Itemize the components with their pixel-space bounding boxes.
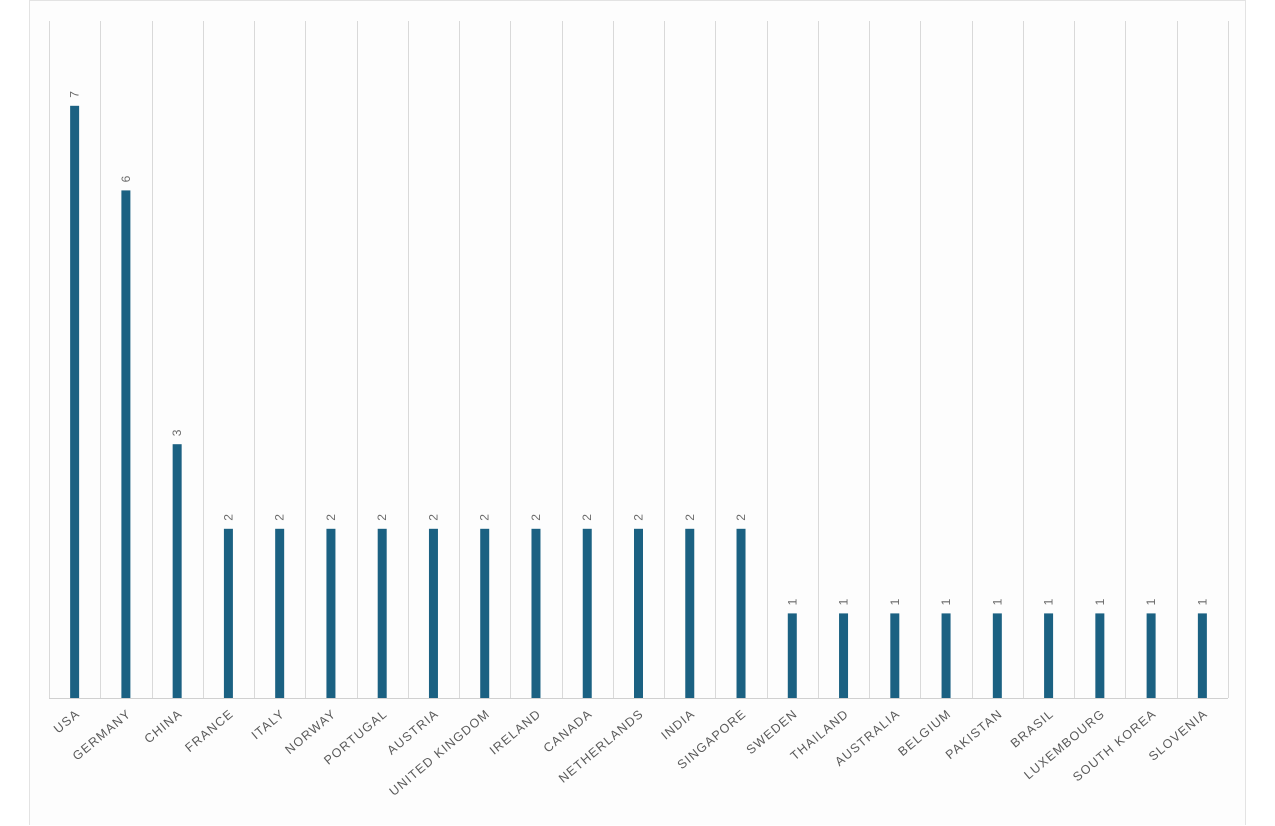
x-tick-label: INDIA bbox=[659, 707, 698, 743]
data-label: 2 bbox=[324, 513, 338, 521]
bar-south-korea bbox=[1146, 613, 1156, 698]
data-label: 2 bbox=[580, 513, 594, 521]
bar-sweden bbox=[787, 613, 797, 698]
bar-france bbox=[223, 528, 233, 698]
data-label: 1 bbox=[1093, 598, 1107, 606]
bar-canada bbox=[582, 528, 592, 698]
x-tick-label: UNITED KINGDOM bbox=[387, 707, 493, 799]
bar-belgium bbox=[941, 613, 951, 698]
data-label: 1 bbox=[1144, 598, 1158, 606]
data-label: 1 bbox=[785, 598, 799, 606]
data-label: 1 bbox=[1042, 598, 1056, 606]
data-label: 1 bbox=[939, 598, 953, 606]
data-label: 2 bbox=[734, 513, 748, 521]
bar-brasil bbox=[1044, 613, 1054, 698]
data-label: 2 bbox=[478, 513, 492, 521]
bar-luxembourg bbox=[1095, 613, 1105, 698]
bar-usa bbox=[70, 105, 80, 699]
data-label: 2 bbox=[529, 513, 543, 521]
data-label: 2 bbox=[375, 513, 389, 521]
bar-slovenia bbox=[1197, 613, 1207, 698]
bar-italy bbox=[275, 528, 285, 698]
x-tick-label: FRANCE bbox=[182, 707, 236, 755]
data-label: 1 bbox=[837, 598, 851, 606]
data-label: 2 bbox=[426, 513, 440, 521]
grid-layer bbox=[49, 21, 1229, 699]
x-tick-label: ITALY bbox=[249, 707, 288, 743]
bar-layer bbox=[70, 105, 1207, 699]
data-label: 1 bbox=[990, 598, 1004, 606]
x-tick-label: CHINA bbox=[142, 707, 185, 747]
bar-australia bbox=[890, 613, 900, 698]
data-label-layer: 7 6 3 2 2 2 2 2 2 2 2 2 2 2 1 1 1 1 1 1 1 1 1 bbox=[68, 90, 1210, 605]
x-tick-label: IRELAND bbox=[487, 707, 544, 758]
data-label: 3 bbox=[170, 429, 184, 437]
x-tick-label: NETHERLANDS bbox=[556, 707, 646, 786]
x-tick-label: PAKISTAN bbox=[943, 707, 1005, 762]
bar-netherlands bbox=[634, 528, 643, 698]
data-label: 6 bbox=[119, 175, 133, 183]
data-label: 2 bbox=[273, 513, 287, 521]
bar-germany bbox=[121, 190, 131, 698]
data-label: 2 bbox=[632, 513, 646, 521]
x-tick-label: BRASIL bbox=[1008, 707, 1057, 751]
data-label: 1 bbox=[888, 598, 902, 606]
bar-norway bbox=[326, 528, 336, 698]
bar-ireland bbox=[531, 528, 541, 698]
bar-china bbox=[172, 444, 182, 698]
data-label: 7 bbox=[68, 90, 82, 98]
data-label: 2 bbox=[221, 513, 235, 521]
bar-india bbox=[685, 528, 695, 698]
bar-portugal bbox=[377, 528, 387, 698]
data-label: 1 bbox=[1195, 598, 1209, 606]
bar-pakistan bbox=[992, 613, 1002, 698]
bar-united-kingdom bbox=[480, 528, 490, 698]
bar-singapore bbox=[736, 528, 746, 698]
x-tick-label: USA bbox=[51, 707, 82, 737]
data-label: 2 bbox=[683, 513, 697, 521]
bar-thailand bbox=[839, 613, 849, 698]
bar-austria bbox=[428, 528, 438, 698]
